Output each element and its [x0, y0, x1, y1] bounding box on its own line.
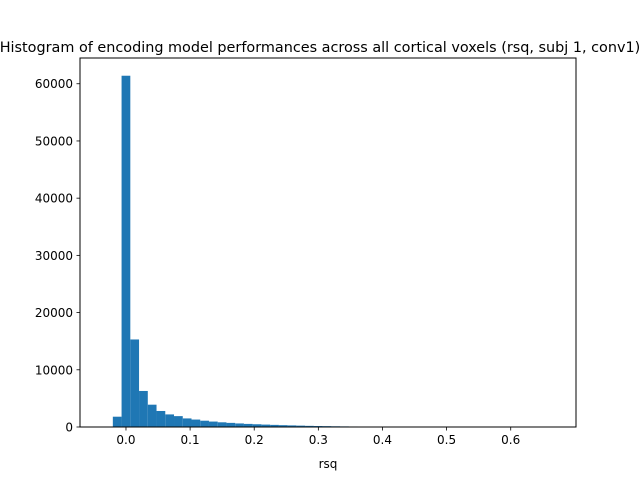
- y-tick-label: 20000: [35, 306, 73, 320]
- x-tick-label: 0.2: [245, 433, 264, 447]
- x-axis: 0.0 0.1 0.2 0.3 0.4 0.5 0.6: [116, 427, 520, 447]
- axes-frame: [79, 57, 577, 428]
- x-tick-label: 0.5: [437, 433, 456, 447]
- y-tick-label: 10000: [35, 363, 73, 377]
- histogram-bar: [112, 416, 122, 427]
- y-tick-label: 30000: [35, 249, 73, 263]
- histogram-bar: [139, 390, 148, 427]
- histogram-bar: [130, 339, 140, 427]
- histogram-bar: [296, 425, 306, 427]
- chart-title: Histogram of encoding model performances…: [0, 40, 640, 56]
- histogram-bar: [243, 423, 253, 427]
- histogram-bar: [226, 422, 236, 427]
- x-tick-label: 0.6: [501, 433, 520, 447]
- histogram-bar: [147, 404, 157, 427]
- histogram-bar: [165, 414, 175, 427]
- y-tick-label: 50000: [35, 134, 73, 148]
- y-tick-label: 60000: [35, 77, 73, 91]
- histogram-bar: [121, 75, 131, 427]
- histogram-bar: [217, 422, 227, 427]
- y-tick-label: 40000: [35, 192, 73, 206]
- histogram-bar: [156, 410, 166, 427]
- histogram-bar: [191, 419, 201, 427]
- histogram-bar: [200, 420, 209, 427]
- y-axis: 0 10000 20000 30000 40000 50000 60000: [35, 77, 80, 435]
- histogram-bar: [235, 423, 244, 427]
- histogram-bar: [305, 425, 314, 427]
- histogram-bar: [278, 425, 288, 427]
- histogram-bar: [182, 418, 192, 427]
- y-tick-label: 0: [65, 421, 73, 435]
- x-tick-label: 0.4: [373, 433, 392, 447]
- x-tick-label: 0.1: [181, 433, 200, 447]
- bars-group: [112, 75, 550, 427]
- x-axis-label: rsq: [319, 457, 338, 471]
- histogram-bar: [270, 424, 279, 427]
- histogram-bar: [287, 425, 297, 427]
- x-tick-label: 0.0: [116, 433, 135, 447]
- histogram-bar: [261, 424, 271, 427]
- x-tick-label: 0.3: [309, 433, 328, 447]
- histogram-bar: [174, 416, 183, 427]
- histogram-bar: [208, 421, 218, 427]
- histogram-bar: [252, 424, 262, 427]
